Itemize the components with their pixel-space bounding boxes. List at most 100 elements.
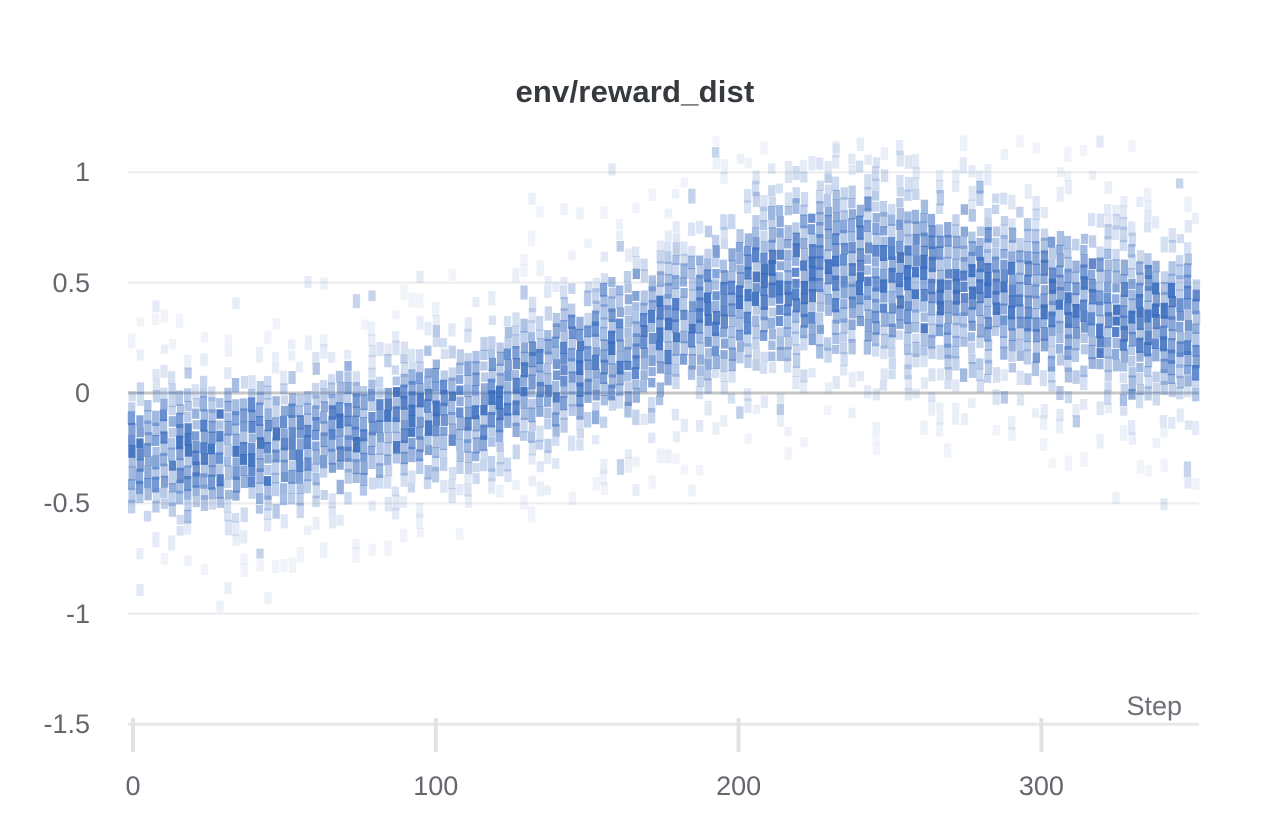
heatmap-cell xyxy=(607,354,616,365)
heatmap-cell xyxy=(456,439,464,452)
x-tick-label: 200 xyxy=(716,771,762,801)
heatmap-cell xyxy=(159,419,168,434)
heatmap-cell xyxy=(376,388,384,399)
heatmap-cell xyxy=(1096,213,1104,228)
heatmap-cell xyxy=(568,303,576,318)
heatmap-cell xyxy=(624,294,633,305)
heatmap-cell xyxy=(352,538,360,550)
heatmap-cell xyxy=(576,403,584,420)
heatmap-cell xyxy=(184,444,192,457)
heatmap-cell xyxy=(792,353,801,369)
heatmap-cell xyxy=(568,250,576,261)
heatmap-cell xyxy=(920,288,928,302)
heatmap-cell xyxy=(784,280,792,295)
heatmap-cell xyxy=(1176,298,1184,312)
heatmap-cell xyxy=(423,477,432,489)
heatmap-cell xyxy=(712,147,720,158)
heatmap-outlier-cell xyxy=(320,277,328,290)
heatmap-cell xyxy=(775,272,784,282)
heatmap-cell xyxy=(688,310,696,325)
heatmap-cell xyxy=(880,236,888,248)
heatmap-cell xyxy=(304,335,313,351)
heatmap-cell xyxy=(520,397,528,409)
heatmap-cell xyxy=(432,447,440,459)
heatmap-cell xyxy=(672,298,680,311)
heatmap-cell xyxy=(1184,320,1193,332)
heatmap-cell xyxy=(976,324,985,338)
heatmap-cell xyxy=(200,353,208,366)
heatmap-cell xyxy=(751,180,760,197)
heatmap-cell xyxy=(328,448,336,465)
heatmap-cell xyxy=(600,349,608,363)
heatmap-cell xyxy=(1152,327,1160,339)
heatmap-cell xyxy=(1031,361,1040,377)
heatmap-cell xyxy=(264,484,272,500)
heatmap-cell xyxy=(552,370,561,380)
heatmap-cell xyxy=(720,294,728,305)
heatmap-cell xyxy=(920,345,928,356)
heatmap-cell xyxy=(184,499,192,512)
heatmap-cell xyxy=(968,306,976,323)
heatmap-cell xyxy=(263,508,272,520)
heatmap-cell xyxy=(504,359,512,371)
heatmap-cell xyxy=(384,409,392,422)
heatmap-cell xyxy=(1144,187,1152,202)
heatmap-cell xyxy=(1144,331,1152,346)
heatmap-cell xyxy=(440,457,448,472)
heatmap-cell xyxy=(143,510,152,522)
heatmap-cell xyxy=(728,315,737,327)
heatmap-cell xyxy=(912,353,920,368)
heatmap-cell xyxy=(520,407,529,420)
heatmap-cell xyxy=(176,514,184,525)
heatmap-cell xyxy=(560,308,568,322)
heatmap-cell xyxy=(232,433,240,448)
heatmap-cell xyxy=(352,449,360,463)
heatmap-cell xyxy=(984,326,992,342)
heatmap-cell xyxy=(328,493,336,509)
heatmap-cell xyxy=(312,495,320,507)
heatmap-cell xyxy=(295,361,304,373)
heatmap-cell xyxy=(480,459,488,472)
heatmap-outlier-cell xyxy=(632,484,640,497)
heatmap-cell xyxy=(520,254,528,265)
heatmap-cell xyxy=(616,240,624,252)
heatmap-cell xyxy=(615,218,624,230)
heatmap-cell xyxy=(976,379,985,393)
heatmap-cell xyxy=(808,301,816,312)
heatmap-cell xyxy=(600,382,608,397)
heatmap-cell xyxy=(760,351,768,364)
heatmap-cell xyxy=(680,263,688,279)
heatmap-cell xyxy=(976,190,984,206)
heatmap-cell xyxy=(544,285,552,298)
heatmap-cell xyxy=(448,323,456,337)
heatmap-cell xyxy=(528,398,536,409)
heatmap-cell xyxy=(496,484,504,498)
heatmap-cell xyxy=(1063,235,1072,250)
heatmap-cell xyxy=(368,500,376,511)
heatmap-cell xyxy=(568,314,576,329)
heatmap-cell xyxy=(672,453,680,464)
heatmap-cell xyxy=(792,278,800,288)
heatmap-cell xyxy=(1008,416,1016,430)
heatmap-cell xyxy=(992,367,1001,383)
heatmap-cell xyxy=(152,467,160,480)
heatmap-cell xyxy=(1160,458,1168,472)
heatmap-outlier-cell xyxy=(576,207,584,220)
heatmap-cell xyxy=(520,386,528,397)
heatmap-cell xyxy=(1144,210,1152,224)
heatmap-cell xyxy=(880,325,888,336)
heatmap-cell xyxy=(440,414,448,426)
heatmap-cell xyxy=(936,269,945,281)
heatmap-cell xyxy=(1120,406,1128,416)
heatmap-cell xyxy=(1104,269,1112,283)
heatmap-cell xyxy=(288,557,297,573)
heatmap-cell xyxy=(848,241,856,254)
heatmap-cell xyxy=(832,288,840,300)
heatmap-cell xyxy=(1088,258,1096,269)
heatmap-cell xyxy=(1160,236,1168,253)
heatmap-cell xyxy=(840,352,848,367)
heatmap-cell xyxy=(440,426,448,436)
heatmap-cell xyxy=(512,312,520,327)
heatmap-cell xyxy=(960,204,968,215)
